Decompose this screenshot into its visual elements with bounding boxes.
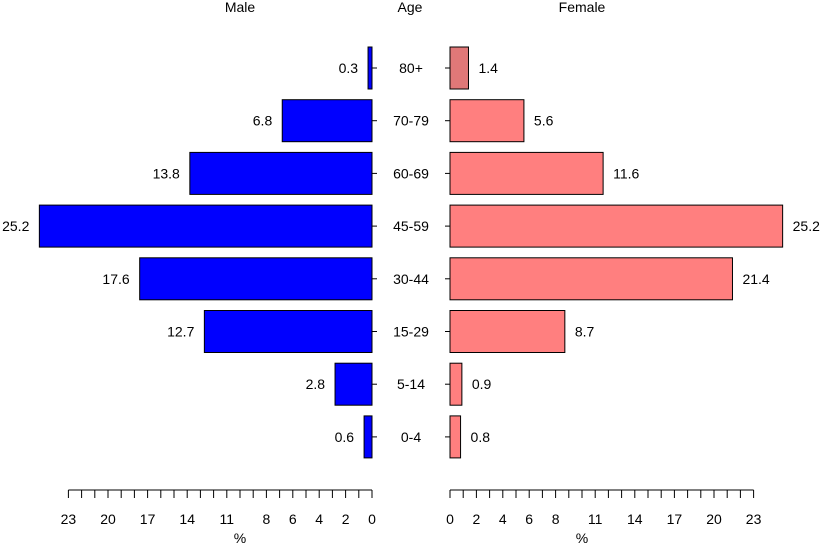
female-bar-60-69 (449, 151, 604, 195)
male-x-axis-label: % (234, 530, 246, 544)
male-bar-0-4 (363, 415, 373, 459)
female-bar-80plus (449, 46, 469, 90)
male-value-label: 6.8 (253, 113, 273, 129)
axis-tick-label: 6 (525, 511, 533, 527)
axis-tick-label: 0 (446, 511, 454, 527)
axis-tick-label: 11 (220, 511, 235, 527)
male-bar-45-59 (38, 204, 373, 248)
axis-tick-label: 17 (140, 511, 156, 527)
male-bar-5-14 (334, 362, 373, 406)
age-label-70-79: 70-79 (393, 113, 429, 129)
female-header: Female (559, 0, 606, 15)
female-value-label: 0.9 (472, 376, 492, 392)
male-bar-30-44 (139, 257, 373, 301)
male-value-label: 0.6 (335, 429, 355, 445)
axis-tick-label: 23 (61, 511, 77, 527)
male-bar-60-69 (189, 151, 373, 195)
age-label-60-69: 60-69 (393, 165, 429, 181)
axis-tick-label: 6 (289, 511, 297, 527)
age-label-0-4: 0-4 (401, 429, 421, 445)
age-label-30-44: 30-44 (393, 271, 429, 287)
axis-tick-label: 4 (499, 511, 507, 527)
axis-tick-label: 2 (342, 511, 350, 527)
female-value-label: 5.6 (534, 113, 554, 129)
female-value-label: 11.6 (613, 165, 639, 181)
female-value-label: 1.4 (478, 60, 498, 76)
axis-tick-label: 4 (315, 511, 323, 527)
axis-tick-label: 23 (746, 511, 762, 527)
male-header: Male (225, 0, 256, 15)
axis-tick-label: 20 (100, 511, 116, 527)
age-label-45-59: 45-59 (393, 218, 429, 234)
male-bar-70-79 (281, 99, 373, 143)
female-x-axis: 0 2 4 6 8 11 14 17 20 23 (446, 489, 762, 527)
value-labels: 0.3 1.4 6.8 5.6 13.8 11.6 25.2 25.2 17.6 21.4 12.7… (2, 60, 820, 445)
female-bar-0-4 (449, 415, 462, 459)
age-label-5-14: 5-14 (397, 376, 425, 392)
male-bars (38, 46, 373, 459)
age-header: Age (398, 0, 423, 15)
female-bar-15-29 (449, 310, 566, 353)
male-value-label: 17.6 (102, 271, 129, 287)
axis-tick-label: 17 (667, 511, 683, 527)
female-value-label: 8.7 (575, 324, 595, 340)
female-bar-70-79 (449, 99, 525, 143)
male-value-label: 0.3 (339, 60, 359, 76)
male-value-label: 2.8 (306, 376, 326, 392)
axis-tick-label: 14 (627, 511, 643, 527)
male-value-label: 12.7 (167, 324, 194, 340)
male-value-label: 13.8 (153, 165, 180, 181)
male-bar-15-29 (203, 310, 373, 353)
axis-tick-label: 20 (706, 511, 722, 527)
axis-tick-label: 8 (552, 511, 560, 527)
axis-tick-label: 8 (263, 511, 271, 527)
female-bar-30-44 (449, 257, 733, 301)
female-x-axis-label: % (576, 530, 588, 544)
age-labels: 80+ 70-79 60-69 45-59 30-44 15-29 5-14 0-4 (372, 60, 450, 445)
female-value-label: 0.8 (471, 429, 491, 445)
age-label-15-29: 15-29 (393, 324, 429, 340)
male-bar-80plus (367, 46, 373, 90)
female-value-label: 21.4 (742, 271, 769, 287)
male-value-label: 25.2 (2, 218, 29, 234)
age-label-80plus: 80+ (399, 60, 423, 76)
male-x-axis: 23 20 17 14 11 8 6 4 2 0 (61, 489, 376, 527)
female-bars (449, 46, 784, 459)
axis-tick-label: 14 (179, 511, 195, 527)
axis-tick-label: 2 (473, 511, 481, 527)
axis-tick-label: 11 (588, 511, 603, 527)
female-bar-45-59 (449, 204, 784, 248)
female-bar-5-14 (449, 362, 463, 406)
female-value-label: 25.2 (793, 218, 820, 234)
axis-tick-label: 0 (368, 511, 376, 527)
